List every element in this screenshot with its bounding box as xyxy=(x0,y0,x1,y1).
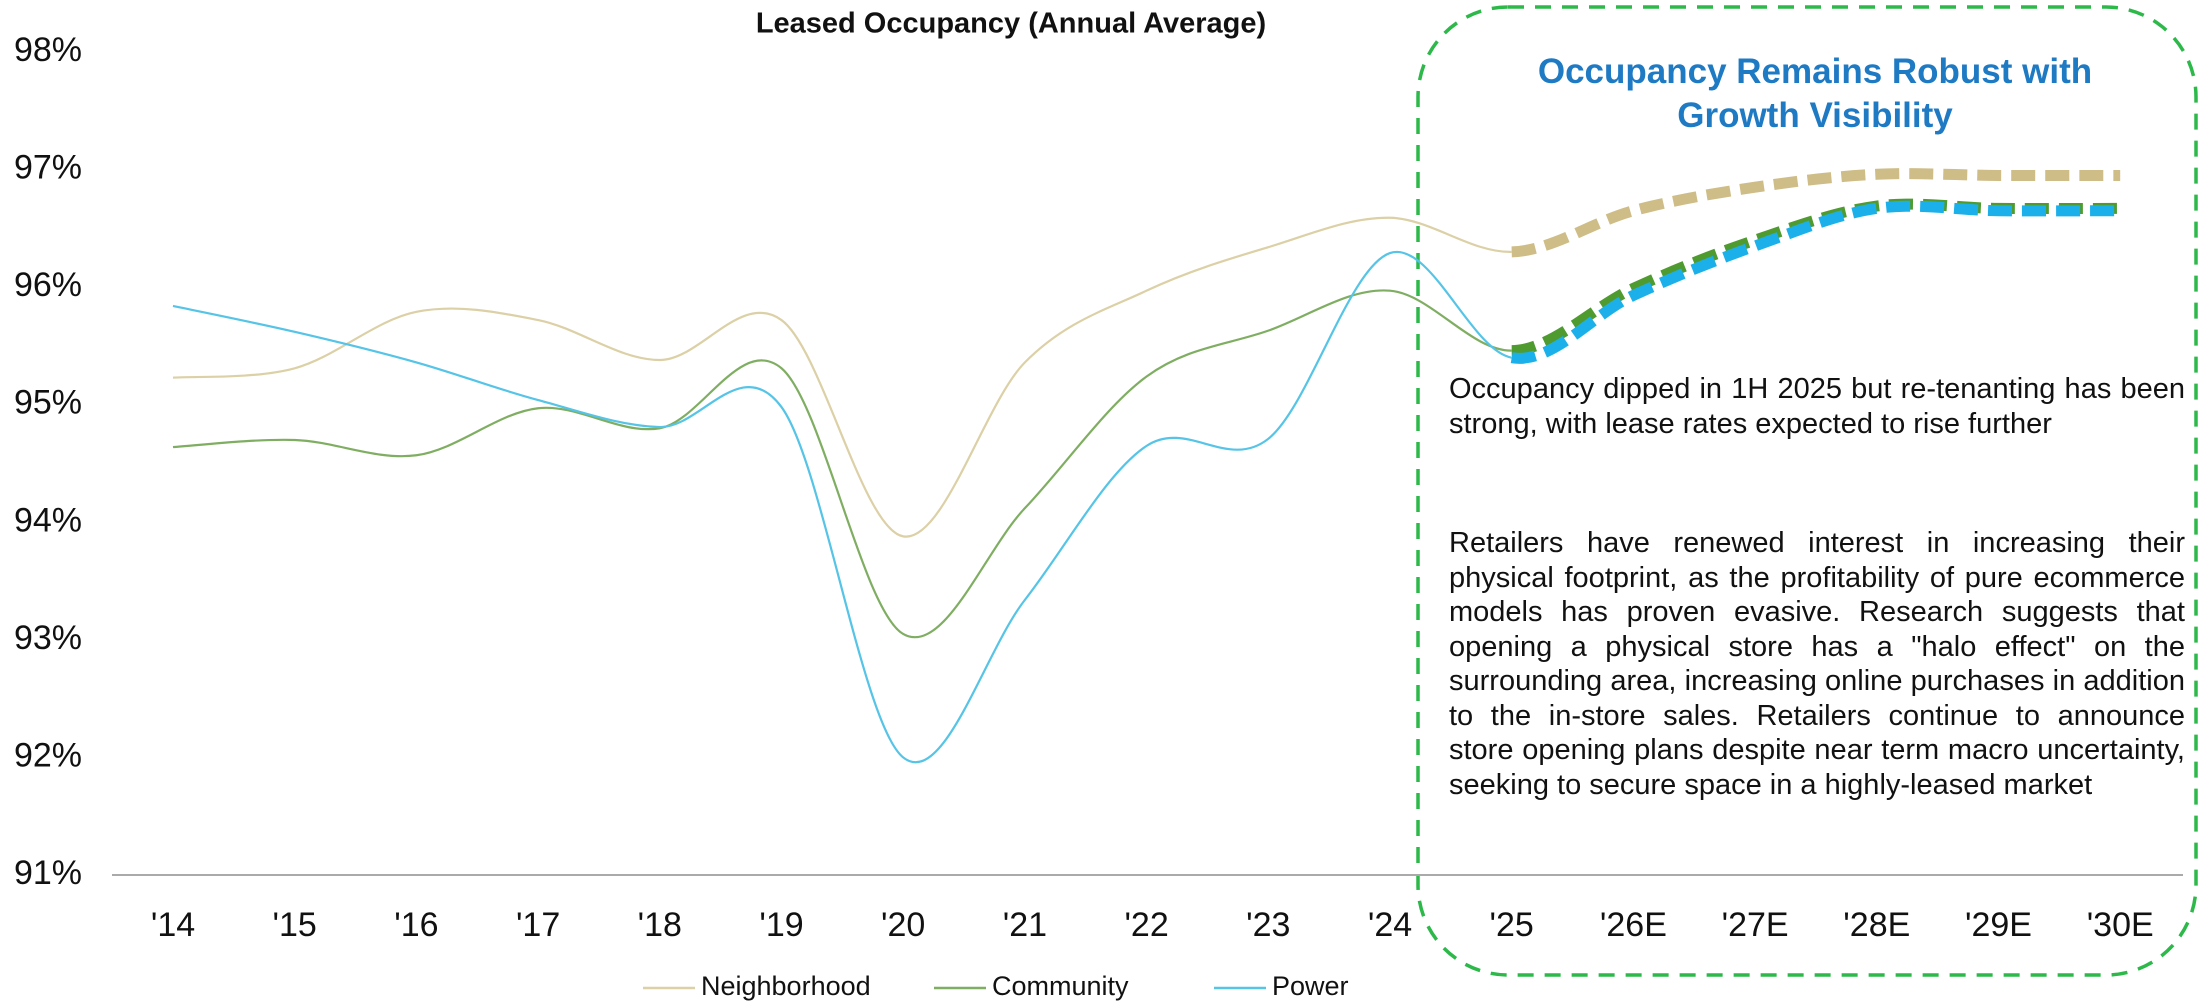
legend-label: Power xyxy=(1272,971,1349,1001)
y-tick-label: 92% xyxy=(14,736,82,774)
annotation-text: Retailers have renewed interest in incre… xyxy=(1449,527,2185,801)
series-line xyxy=(172,216,1512,538)
x-tick-label: '28E xyxy=(1843,906,1910,944)
annotation-box xyxy=(1416,5,2198,977)
x-tick-label: '14 xyxy=(151,906,195,944)
y-tick-label: 93% xyxy=(14,619,82,657)
x-tick-label: '19 xyxy=(759,906,803,944)
y-tick-label: 95% xyxy=(14,384,82,422)
legend-label: Neighborhood xyxy=(701,971,871,1001)
forecast-line xyxy=(1511,198,2121,357)
y-tick-label: 98% xyxy=(14,31,82,69)
y-tick-label: 97% xyxy=(14,149,82,187)
y-tick-label: 94% xyxy=(14,501,82,539)
x-tick-label: '26E xyxy=(1600,906,1667,944)
y-tick-label: 96% xyxy=(14,266,82,304)
annotation-text: Occupancy dipped in 1H 2025 but re-tenan… xyxy=(1449,373,2185,440)
x-tick-label: '20 xyxy=(881,906,925,944)
x-tick-label: '27E xyxy=(1722,906,1789,944)
x-tick-label: '21 xyxy=(1003,906,1047,944)
x-tick-label: '25 xyxy=(1490,906,1534,944)
y-tick-label: 91% xyxy=(14,854,82,892)
x-tick-label: '23 xyxy=(1246,906,1290,944)
x-tick-label: '29E xyxy=(1965,906,2032,944)
x-tick-label: '22 xyxy=(1124,906,1168,944)
x-tick-label: '24 xyxy=(1368,906,1412,944)
series-line xyxy=(172,250,1512,764)
series-line xyxy=(172,289,1512,639)
x-tick-label: '17 xyxy=(516,906,560,944)
legend-label: Community xyxy=(992,971,1129,1001)
forecast-line xyxy=(1511,168,2121,258)
x-tick-label: '18 xyxy=(638,906,682,944)
x-tick-label: '15 xyxy=(273,906,317,944)
annotation-title: Occupancy Remains Robust with Growth Vis… xyxy=(1537,52,2093,135)
x-tick-label: '30E xyxy=(2087,906,2154,944)
chart-title: Leased Occupancy (Annual Average) xyxy=(756,8,1266,40)
forecast-line xyxy=(1510,200,2121,364)
x-tick-label: '16 xyxy=(394,906,438,944)
